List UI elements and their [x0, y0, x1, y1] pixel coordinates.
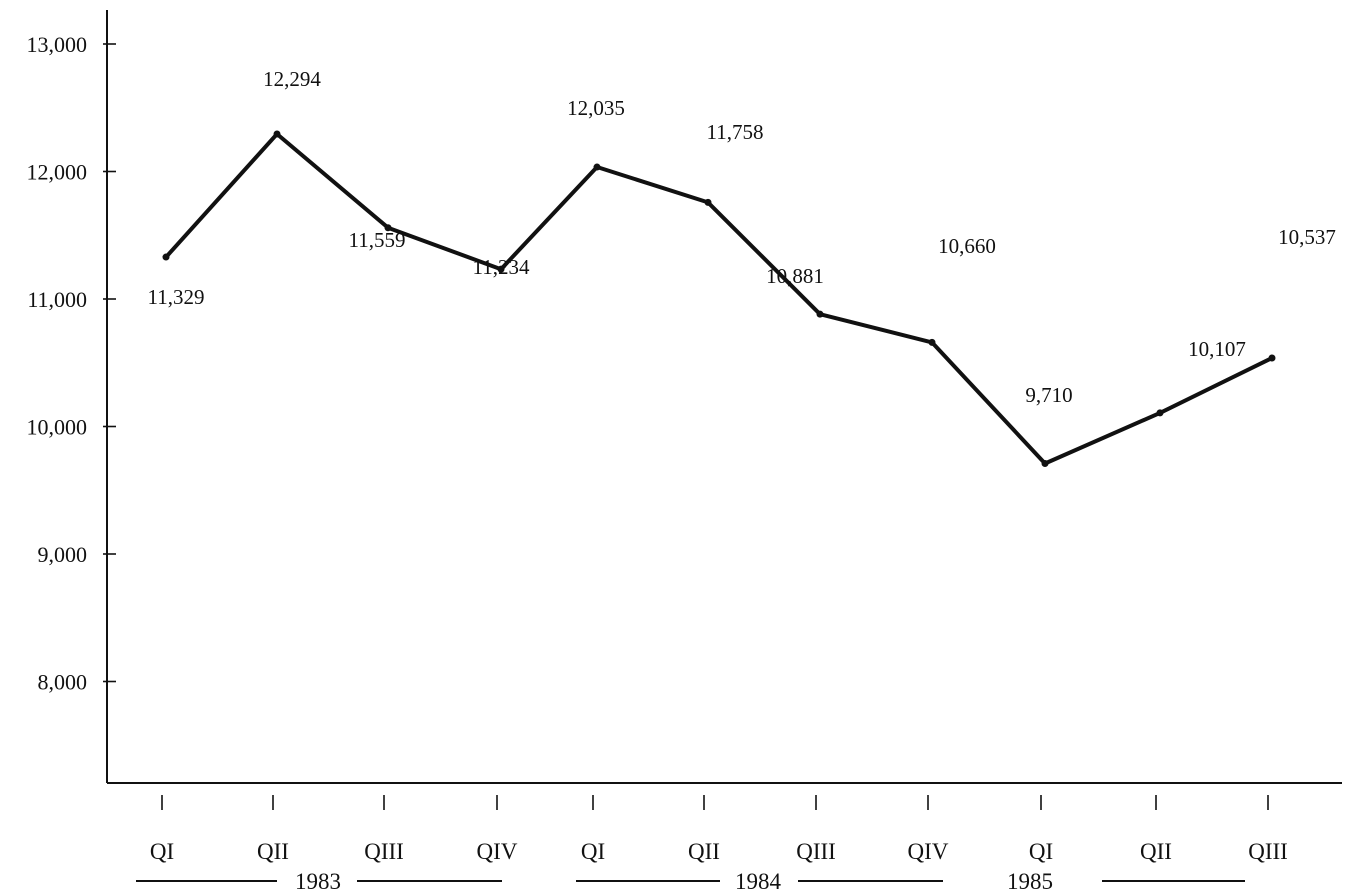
data-label: 10,660 — [938, 234, 996, 258]
x-category-label: QI — [1029, 839, 1053, 864]
data-label: 10,537 — [1278, 225, 1336, 249]
data-point — [162, 253, 170, 261]
series-group — [162, 130, 1276, 467]
data-point — [704, 198, 712, 206]
x-category-label: QII — [688, 839, 720, 864]
y-tick-label: 10,000 — [27, 415, 88, 440]
y-tick-label: 12,000 — [27, 160, 88, 185]
y-tick-label: 8,000 — [38, 670, 88, 695]
data-label: 11,329 — [148, 285, 205, 309]
data-point — [1156, 409, 1164, 417]
y-tick-label: 9,000 — [38, 542, 88, 567]
x-category-label: QI — [150, 839, 174, 864]
data-label: 11,758 — [707, 120, 764, 144]
data-label: 9,710 — [1025, 383, 1072, 407]
y-tick-label: 11,000 — [27, 287, 87, 312]
year-label: 1985 — [1007, 869, 1053, 894]
x-category-label: QI — [581, 839, 605, 864]
data-label: 12,035 — [567, 96, 625, 120]
x-category-label: QII — [257, 839, 289, 864]
data-labels: 11,329 12,294 11,559 11,234 12,035 11,758 10,8… — [148, 67, 1336, 407]
data-label: 10,107 — [1188, 337, 1246, 361]
year-label: 1983 — [295, 869, 341, 894]
x-category-label: QIV — [908, 839, 949, 864]
data-point — [384, 224, 392, 232]
axes — [106, 10, 1342, 784]
data-point — [497, 265, 505, 273]
x-category-label: QIII — [796, 839, 836, 864]
y-tick-label: 13,000 — [27, 32, 88, 57]
data-point — [928, 338, 936, 346]
y-axis-ticks: 8,000 9,000 10,000 11,000 12,000 13,000 — [27, 32, 116, 695]
x-category-label: QII — [1140, 839, 1172, 864]
data-label: 11,559 — [349, 228, 406, 252]
data-point — [816, 310, 824, 318]
data-label: 10,881 — [766, 264, 824, 288]
data-point — [1041, 459, 1049, 467]
x-category-label: QIII — [1248, 839, 1288, 864]
data-point — [1268, 354, 1276, 362]
year-label: 1984 — [735, 869, 782, 894]
data-point — [593, 163, 601, 171]
series-line — [164, 132, 1274, 466]
data-label: 12,294 — [263, 67, 321, 91]
data-point — [273, 130, 281, 138]
year-groups: 1983 1984 1985 — [136, 869, 1245, 894]
data-label: 11,234 — [473, 255, 530, 279]
x-axis-ticks: QI QII QIII QIV QI QII QIII QIV QI QII QIII — [150, 795, 1288, 864]
x-category-label: QIV — [477, 839, 518, 864]
x-category-label: QIII — [364, 839, 404, 864]
